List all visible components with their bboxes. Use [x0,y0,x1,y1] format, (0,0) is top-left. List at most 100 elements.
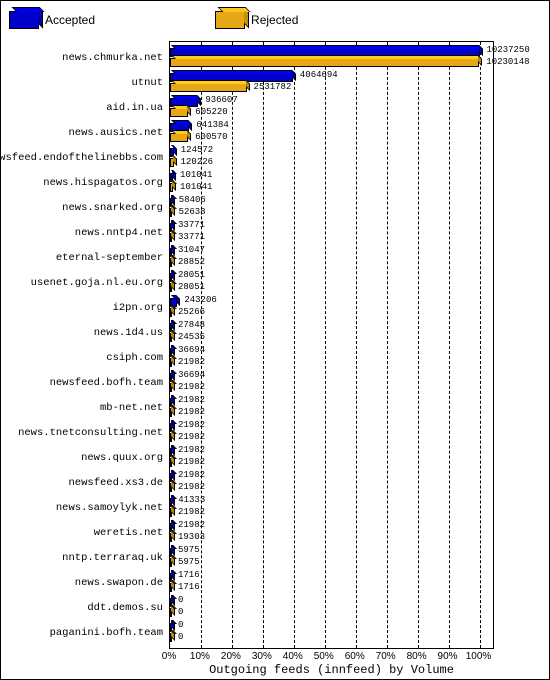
bar [170,408,172,417]
y-category-label: news.ausics.net [68,127,163,139]
bar [170,283,172,292]
legend-label-rejected: Rejected [251,13,298,27]
bar-value-label: 33771 [178,220,205,230]
bar-value-label: 101041 [180,170,212,180]
y-category-label: newsfeed.bofh.team [50,377,163,389]
legend-label-accepted: Accepted [45,13,95,27]
bar [170,608,172,617]
y-category-label: aid.in.ua [106,102,163,114]
bar-value-label: 21982 [178,520,205,530]
grid-line [232,42,233,648]
y-category-label: ddt.demos.su [87,602,163,614]
bar [170,158,174,167]
y-category-label: paganini.bofh.team [50,627,163,639]
y-category-label: eternal-september [56,252,163,264]
x-tick-label: 90% [438,651,458,662]
bar [170,558,172,567]
x-tick-label: 0% [162,651,176,662]
bar-value-label: 28051 [178,270,205,280]
grid-line [480,42,481,648]
bar-value-label: 21982 [178,357,205,367]
bar [170,208,172,217]
bar-value-label: 27848 [178,320,205,330]
legend-item-rejected: Rejected [215,6,298,34]
bar-value-label: 21982 [178,420,205,430]
bar-value-label: 25266 [178,307,205,317]
y-category-label: weretis.net [94,527,163,539]
y-category-label: news.swapon.de [75,577,163,589]
bar [170,483,172,492]
x-tick-label: 40% [283,651,303,662]
bar-value-label: 58406 [179,195,206,205]
bar-value-label: 0 [178,632,183,642]
grid-line [387,42,388,648]
bar-value-label: 52638 [179,207,206,217]
x-tick-label: 70% [376,651,396,662]
legend-item-accepted: Accepted [9,6,95,34]
bar-value-label: 21982 [178,482,205,492]
grid-line [418,42,419,648]
bar [170,633,172,642]
bar [170,383,172,392]
bar-value-label: 10237250 [487,45,530,55]
x-axis-title: Outgoing feeds (innfeed) by Volume [169,663,494,677]
bar-value-label: 21982 [178,470,205,480]
bar-value-label: 120226 [181,157,213,167]
bar [170,58,479,67]
bar-value-label: 0 [178,607,183,617]
bar [170,458,172,467]
chart-plot-area: 1023725010230148406469425317829366076052… [169,41,494,649]
bar-value-label: 33771 [178,232,205,242]
x-tick-label: 10% [190,651,210,662]
bar-value-label: 101041 [180,182,212,192]
y-category-label: usenet.goja.nl.eu.org [31,277,163,289]
bar-value-label: 2531782 [254,82,292,92]
y-category-label: mb-net.net [100,402,163,414]
legend: Accepted Rejected [9,6,541,34]
y-category-label: news.hispagatos.org [43,177,163,189]
bar [170,258,172,267]
y-category-label: nntp.terraraq.uk [62,552,163,564]
grid-line [294,42,295,648]
y-category-label: csiph.com [106,352,163,364]
bar-value-label: 28852 [178,257,205,267]
bar-value-label: 21982 [178,445,205,455]
bar [170,583,172,592]
y-category-label: news.1d4.us [94,327,163,339]
legend-swatch-rejected [215,11,245,29]
x-tick-label: 100% [466,651,492,662]
y-category-label: news.samoylyk.net [56,502,163,514]
bar-value-label: 0 [178,595,183,605]
bar-value-label: 5975 [178,545,200,555]
bar [170,533,172,542]
bar [170,233,172,242]
bar [170,133,188,142]
bar [170,433,172,442]
bar-value-label: 600570 [195,132,227,142]
bar-value-label: 31047 [178,245,205,255]
bar [170,358,172,367]
y-category-label: newsfeed.endofthelinebbs.com [0,152,163,164]
legend-swatch-accepted [9,11,39,29]
bar [170,83,247,92]
y-category-label: news.chmurka.net [62,52,163,64]
bar-value-label: 0 [178,620,183,630]
x-tick-label: 20% [221,651,241,662]
grid-line [263,42,264,648]
bar-value-label: 641384 [196,120,228,130]
bar-value-label: 1716 [178,570,200,580]
bar-value-label: 243206 [184,295,216,305]
y-category-label: i2pn.org [113,302,163,314]
bar-value-label: 10230148 [486,57,529,67]
bar-value-label: 605220 [195,107,227,117]
bar-value-label: 1716 [178,582,200,592]
bar-value-label: 36694 [178,345,205,355]
bar-value-label: 21982 [178,395,205,405]
bar-value-label: 36694 [178,370,205,380]
y-category-label: utnut [131,77,163,89]
x-tick-label: 60% [345,651,365,662]
bar-value-label: 5975 [178,557,200,567]
y-category-label: news.snarked.org [62,202,163,214]
bar-value-label: 4064694 [300,70,338,80]
y-category-label: news.tnetconsulting.net [18,427,163,439]
